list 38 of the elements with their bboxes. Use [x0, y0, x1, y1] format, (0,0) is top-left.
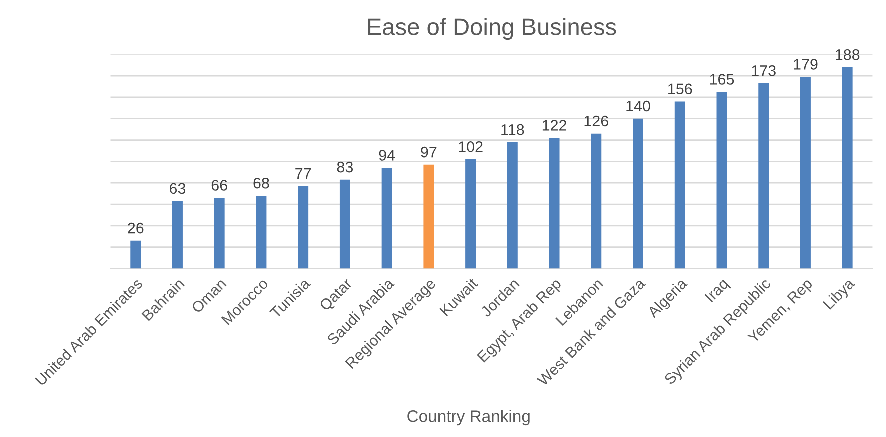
data-label: 140 [626, 100, 650, 112]
bar [214, 198, 225, 269]
data-label: 26 [128, 222, 144, 234]
data-label: 63 [170, 183, 186, 194]
x-axis-title: Country Ranking [408, 410, 530, 426]
bar [674, 102, 686, 269]
chart-title: Ease of Doing Business [368, 18, 616, 40]
bar [507, 142, 518, 269]
bar [340, 180, 350, 269]
data-label: 188 [836, 49, 860, 60]
data-label: 179 [794, 59, 818, 70]
data-label: 126 [584, 116, 608, 127]
data-label: 173 [752, 66, 776, 76]
bar [172, 201, 183, 269]
bar [800, 77, 811, 269]
data-label: 156 [668, 84, 692, 95]
bar [716, 92, 728, 269]
data-label: 97 [421, 146, 437, 158]
bar [591, 134, 602, 269]
data-label: 77 [296, 168, 312, 179]
bar [424, 164, 434, 269]
data-label: 122 [542, 120, 567, 131]
bar [842, 67, 853, 269]
bar [298, 186, 309, 269]
bar [466, 160, 476, 269]
bar [758, 84, 770, 269]
bar [130, 240, 142, 269]
data-label: 165 [710, 74, 734, 85]
data-label: 94 [379, 150, 396, 161]
bar [382, 168, 392, 269]
data-label: 83 [337, 162, 354, 173]
bar [256, 196, 267, 269]
data-label: 102 [459, 142, 483, 152]
data-label: 68 [254, 178, 270, 189]
bar [633, 118, 644, 269]
bar [549, 138, 560, 269]
data-label: 66 [212, 180, 228, 191]
data-label: 118 [502, 124, 524, 136]
